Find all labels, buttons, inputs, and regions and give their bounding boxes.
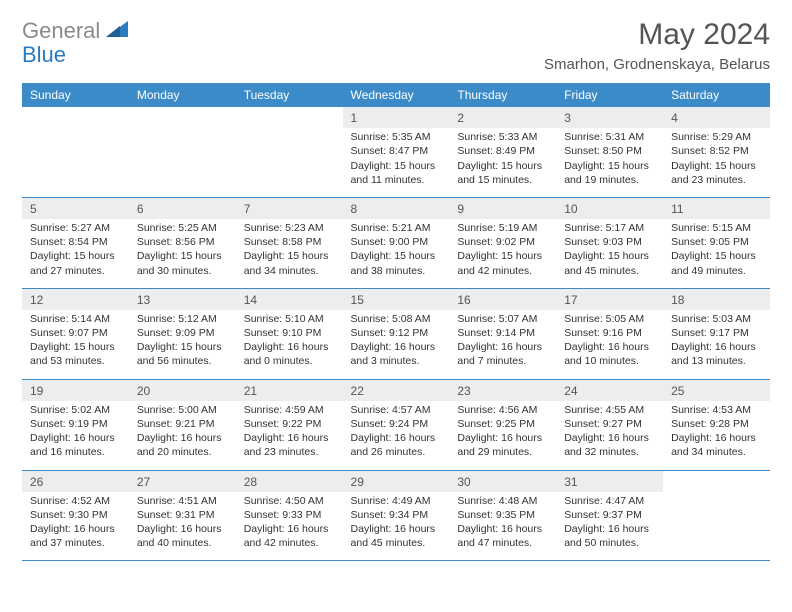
- detail-row: Sunrise: 5:35 AM Sunset: 8:47 PM Dayligh…: [22, 128, 770, 197]
- header: General May 2024 Smarhon, Grodnenskaya, …: [22, 18, 770, 73]
- day-detail: Sunrise: 4:52 AM Sunset: 9:30 PM Dayligh…: [22, 492, 129, 561]
- day-detail: [129, 128, 236, 197]
- day-detail: Sunrise: 5:08 AM Sunset: 9:12 PM Dayligh…: [343, 310, 450, 379]
- day-detail: Sunrise: 5:03 AM Sunset: 9:17 PM Dayligh…: [663, 310, 770, 379]
- day-number: 5: [22, 197, 129, 219]
- day-detail: Sunrise: 5:07 AM Sunset: 9:14 PM Dayligh…: [449, 310, 556, 379]
- day-detail: Sunrise: 5:27 AM Sunset: 8:54 PM Dayligh…: [22, 219, 129, 288]
- day-detail: Sunrise: 5:15 AM Sunset: 9:05 PM Dayligh…: [663, 219, 770, 288]
- daynum-row: 262728293031: [22, 470, 770, 492]
- day-number: 22: [343, 379, 450, 401]
- day-number: 18: [663, 288, 770, 310]
- day-detail: Sunrise: 5:33 AM Sunset: 8:49 PM Dayligh…: [449, 128, 556, 197]
- day-number: 7: [236, 197, 343, 219]
- day-detail: Sunrise: 4:51 AM Sunset: 9:31 PM Dayligh…: [129, 492, 236, 561]
- day-detail: Sunrise: 4:48 AM Sunset: 9:35 PM Dayligh…: [449, 492, 556, 561]
- detail-row: Sunrise: 5:14 AM Sunset: 9:07 PM Dayligh…: [22, 310, 770, 379]
- day-detail: Sunrise: 5:12 AM Sunset: 9:09 PM Dayligh…: [129, 310, 236, 379]
- day-number: 14: [236, 288, 343, 310]
- day-detail: Sunrise: 5:31 AM Sunset: 8:50 PM Dayligh…: [556, 128, 663, 197]
- calendar-table: Sunday Monday Tuesday Wednesday Thursday…: [22, 83, 770, 561]
- day-detail: Sunrise: 5:17 AM Sunset: 9:03 PM Dayligh…: [556, 219, 663, 288]
- daynum-row: 12131415161718: [22, 288, 770, 310]
- day-number: [236, 107, 343, 128]
- daynum-row: 19202122232425: [22, 379, 770, 401]
- day-number: 10: [556, 197, 663, 219]
- day-number: 20: [129, 379, 236, 401]
- day-detail: Sunrise: 4:50 AM Sunset: 9:33 PM Dayligh…: [236, 492, 343, 561]
- day-detail: Sunrise: 5:00 AM Sunset: 9:21 PM Dayligh…: [129, 401, 236, 470]
- col-wednesday: Wednesday: [343, 83, 450, 107]
- day-detail: Sunrise: 5:21 AM Sunset: 9:00 PM Dayligh…: [343, 219, 450, 288]
- day-number: 23: [449, 379, 556, 401]
- day-number: 17: [556, 288, 663, 310]
- day-detail: Sunrise: 5:25 AM Sunset: 8:56 PM Dayligh…: [129, 219, 236, 288]
- col-tuesday: Tuesday: [236, 83, 343, 107]
- day-number: 19: [22, 379, 129, 401]
- day-detail: Sunrise: 5:35 AM Sunset: 8:47 PM Dayligh…: [343, 128, 450, 197]
- day-number: [129, 107, 236, 128]
- day-number: 31: [556, 470, 663, 492]
- day-detail: Sunrise: 4:47 AM Sunset: 9:37 PM Dayligh…: [556, 492, 663, 561]
- detail-row: Sunrise: 5:02 AM Sunset: 9:19 PM Dayligh…: [22, 401, 770, 470]
- col-thursday: Thursday: [449, 83, 556, 107]
- day-detail: Sunrise: 5:02 AM Sunset: 9:19 PM Dayligh…: [22, 401, 129, 470]
- day-detail: Sunrise: 5:23 AM Sunset: 8:58 PM Dayligh…: [236, 219, 343, 288]
- col-saturday: Saturday: [663, 83, 770, 107]
- day-detail: [22, 128, 129, 197]
- day-detail: Sunrise: 4:53 AM Sunset: 9:28 PM Dayligh…: [663, 401, 770, 470]
- day-number: 13: [129, 288, 236, 310]
- day-detail: Sunrise: 5:14 AM Sunset: 9:07 PM Dayligh…: [22, 310, 129, 379]
- day-number: 9: [449, 197, 556, 219]
- month-title: May 2024: [544, 18, 770, 52]
- detail-row: Sunrise: 4:52 AM Sunset: 9:30 PM Dayligh…: [22, 492, 770, 561]
- day-number: 6: [129, 197, 236, 219]
- day-detail: Sunrise: 4:49 AM Sunset: 9:34 PM Dayligh…: [343, 492, 450, 561]
- day-number: 30: [449, 470, 556, 492]
- day-detail: Sunrise: 5:19 AM Sunset: 9:02 PM Dayligh…: [449, 219, 556, 288]
- logo: General: [22, 18, 130, 44]
- logo-text-blue: Blue: [22, 42, 66, 67]
- day-number: 21: [236, 379, 343, 401]
- day-detail: [663, 492, 770, 561]
- detail-row: Sunrise: 5:27 AM Sunset: 8:54 PM Dayligh…: [22, 219, 770, 288]
- day-detail: Sunrise: 4:57 AM Sunset: 9:24 PM Dayligh…: [343, 401, 450, 470]
- day-number: 3: [556, 107, 663, 128]
- day-number: 28: [236, 470, 343, 492]
- day-detail: Sunrise: 4:56 AM Sunset: 9:25 PM Dayligh…: [449, 401, 556, 470]
- day-number: 11: [663, 197, 770, 219]
- logo-text-gray: General: [22, 18, 100, 44]
- daynum-row: 1234: [22, 107, 770, 128]
- day-detail: Sunrise: 5:29 AM Sunset: 8:52 PM Dayligh…: [663, 128, 770, 197]
- day-number: [22, 107, 129, 128]
- day-number: 15: [343, 288, 450, 310]
- day-number: 1: [343, 107, 450, 128]
- day-detail: Sunrise: 4:59 AM Sunset: 9:22 PM Dayligh…: [236, 401, 343, 470]
- col-sunday: Sunday: [22, 83, 129, 107]
- day-detail: Sunrise: 4:55 AM Sunset: 9:27 PM Dayligh…: [556, 401, 663, 470]
- daynum-row: 567891011: [22, 197, 770, 219]
- title-block: May 2024 Smarhon, Grodnenskaya, Belarus: [544, 18, 770, 73]
- day-number: 4: [663, 107, 770, 128]
- day-detail: Sunrise: 5:10 AM Sunset: 9:10 PM Dayligh…: [236, 310, 343, 379]
- logo-triangle-icon: [106, 21, 128, 42]
- day-number: 25: [663, 379, 770, 401]
- day-detail: Sunrise: 5:05 AM Sunset: 9:16 PM Dayligh…: [556, 310, 663, 379]
- day-number: [663, 470, 770, 492]
- day-number: 29: [343, 470, 450, 492]
- calendar-body: 1234Sunrise: 5:35 AM Sunset: 8:47 PM Day…: [22, 107, 770, 561]
- day-number: 27: [129, 470, 236, 492]
- day-number: 24: [556, 379, 663, 401]
- day-number: 2: [449, 107, 556, 128]
- day-detail: [236, 128, 343, 197]
- day-number: 8: [343, 197, 450, 219]
- day-number: 12: [22, 288, 129, 310]
- col-friday: Friday: [556, 83, 663, 107]
- col-monday: Monday: [129, 83, 236, 107]
- day-number: 16: [449, 288, 556, 310]
- day-number: 26: [22, 470, 129, 492]
- location-text: Smarhon, Grodnenskaya, Belarus: [544, 56, 770, 73]
- day-header-row: Sunday Monday Tuesday Wednesday Thursday…: [22, 83, 770, 107]
